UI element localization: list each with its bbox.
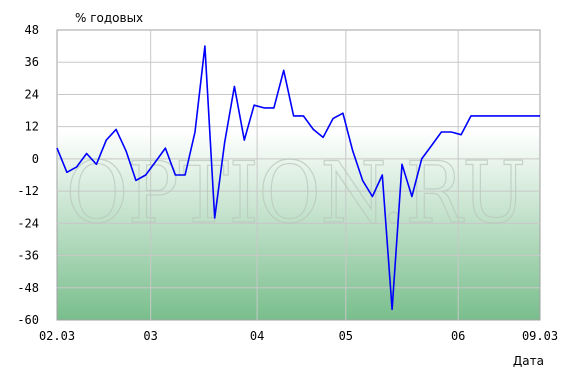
y-tick-label: 12 bbox=[25, 120, 39, 134]
x-tick-label: 09.03 bbox=[522, 329, 558, 343]
y-axis-unit-label: % годовых bbox=[75, 11, 143, 25]
x-axis-label: Дата bbox=[513, 354, 544, 368]
y-tick-label: 48 bbox=[25, 23, 39, 37]
x-axis-ticks: 02.03 03 04 05 06 09.03 bbox=[39, 329, 558, 343]
y-tick-label: 0 bbox=[32, 152, 39, 166]
series-group bbox=[56, 45, 540, 311]
x-tick-label: 03 bbox=[143, 329, 157, 343]
y-tick-label: -12 bbox=[17, 184, 39, 198]
plot-background bbox=[56, 29, 541, 321]
series-line-0 bbox=[56, 45, 540, 311]
x-tick-label: 02.03 bbox=[39, 329, 75, 343]
watermark: OPTION.RU bbox=[66, 144, 526, 242]
y-tick-label: 36 bbox=[25, 55, 39, 69]
y-tick-label: -48 bbox=[17, 281, 39, 295]
x-tick-label: 05 bbox=[339, 329, 353, 343]
y-tick-label: 24 bbox=[25, 87, 39, 101]
y-tick-label: -60 bbox=[17, 313, 39, 327]
grid bbox=[57, 30, 540, 320]
x-tick-label: 04 bbox=[250, 329, 264, 343]
y-tick-label: -36 bbox=[17, 249, 39, 263]
y-axis-ticks: 48 36 24 12 0 -12 -24 -36 -48 -60 bbox=[17, 23, 39, 327]
x-tick-label: 06 bbox=[451, 329, 465, 343]
y-tick-label: -24 bbox=[17, 216, 39, 230]
